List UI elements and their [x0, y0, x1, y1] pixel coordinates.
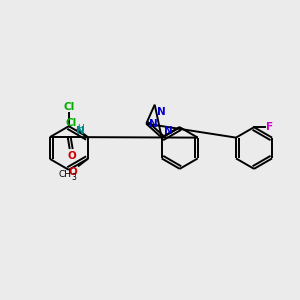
Text: N: N: [149, 119, 158, 129]
Text: 3: 3: [72, 173, 77, 182]
Text: N: N: [157, 107, 165, 117]
Text: O: O: [67, 151, 76, 161]
Text: F: F: [266, 122, 273, 132]
Text: H: H: [77, 124, 84, 133]
Text: Cl: Cl: [65, 118, 77, 128]
Text: N: N: [164, 126, 172, 136]
Text: O: O: [69, 167, 78, 177]
Text: CH: CH: [59, 170, 72, 179]
Text: Cl: Cl: [63, 102, 74, 112]
Text: N: N: [76, 126, 85, 136]
